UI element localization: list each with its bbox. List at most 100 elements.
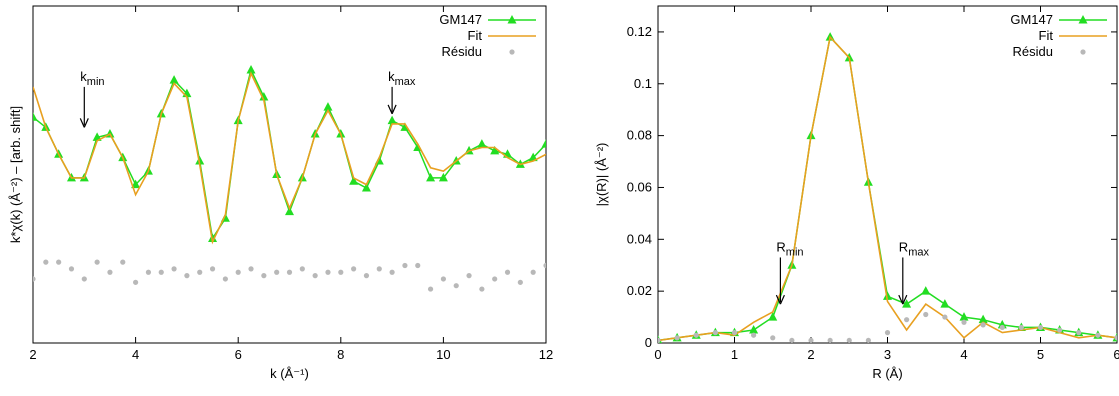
series-r-sidu-point — [82, 276, 87, 281]
series-r-sidu-point — [274, 270, 279, 275]
x-tick-label: 4 — [132, 347, 139, 362]
x-tick-label: 10 — [436, 347, 450, 362]
legend-label: GM147 — [1010, 12, 1053, 27]
series-gm147-point — [960, 312, 969, 321]
series-r-sidu-point — [248, 266, 253, 271]
series-r-sidu-point — [981, 322, 986, 327]
series-r-sidu-point — [56, 260, 61, 265]
y-tick-label: 0.02 — [627, 283, 652, 298]
series-r-sidu-point — [287, 270, 292, 275]
series-r-sidu-point — [770, 335, 775, 340]
series-r-sidu-point — [1000, 325, 1005, 330]
series-r-sidu-point — [223, 276, 228, 281]
series-r-sidu-point — [1038, 325, 1043, 330]
series-gm147-point — [388, 116, 397, 125]
series-r-sidu-point — [415, 263, 420, 268]
series-group — [654, 32, 1119, 344]
series-r-sidu-point — [518, 280, 523, 285]
series-r-sidu-point — [904, 317, 909, 322]
y-tick-label: 0 — [645, 335, 652, 350]
series-gm147-point — [477, 139, 486, 148]
legend-label: Résidu — [442, 44, 482, 59]
x-tick-label: 6 — [235, 347, 242, 362]
legend-r-sidu-swatch — [1080, 49, 1085, 54]
x-tick-label: 1 — [731, 347, 738, 362]
series-r-sidu-point — [847, 338, 852, 343]
annotation-sub: max — [908, 246, 929, 258]
series-gm147-point — [542, 139, 551, 148]
series-fit-line — [33, 73, 546, 242]
legend-label: Fit — [1039, 28, 1054, 43]
series-r-sidu-point — [377, 266, 382, 271]
series-r-sidu-point — [1019, 325, 1024, 330]
annotation-main: R — [899, 239, 908, 254]
series-r-sidu-point — [441, 276, 446, 281]
series-r-sidu-point — [351, 266, 356, 271]
series-r-sidu-point — [390, 270, 395, 275]
x-tick-label: 2 — [29, 347, 36, 362]
series-r-sidu-point — [133, 280, 138, 285]
series-r-sidu-point — [923, 312, 928, 317]
x-tick-label: 4 — [960, 347, 967, 362]
series-r-sidu-point — [1076, 330, 1081, 335]
y-tick-label: 0.04 — [627, 231, 652, 246]
series-r-sidu-point — [655, 338, 660, 343]
series-r-sidu-point — [961, 320, 966, 325]
series-r-sidu-point — [866, 338, 871, 343]
series-r-sidu-point — [1057, 327, 1062, 332]
x-tick-label: 5 — [1037, 347, 1044, 362]
series-r-sidu-point — [95, 260, 100, 265]
series-r-sidu-point — [751, 333, 756, 338]
series-r-sidu-point — [184, 273, 189, 278]
annotation-sub: max — [395, 76, 416, 88]
series-r-sidu-point — [43, 260, 48, 265]
series-r-sidu-point — [732, 330, 737, 335]
series-r-sidu-point — [313, 273, 318, 278]
series-r-sidu-point — [107, 270, 112, 275]
y-tick-label: 0.06 — [627, 179, 652, 194]
annotation-sub: min — [87, 76, 105, 88]
series-r-sidu-point — [885, 330, 890, 335]
series-r-sidu-point — [159, 270, 164, 275]
series-r-sidu-point — [675, 335, 680, 340]
series-r-sidu-point — [428, 286, 433, 291]
series-r-sidu-point — [146, 270, 151, 275]
series-r-sidu-point — [1095, 333, 1100, 338]
series-r-sidu-point — [197, 270, 202, 275]
annotation-label-rmax: Rmax — [899, 239, 930, 258]
series-r-sidu-point — [325, 270, 330, 275]
y-tick-label: 0.08 — [627, 128, 652, 143]
series-r-sidu-point — [30, 276, 35, 281]
series-r-sidu-point — [828, 338, 833, 343]
annotation-label-rmin: Rmin — [776, 239, 803, 258]
x-tick-label: 0 — [654, 347, 661, 362]
x-tick-label: 12 — [539, 347, 553, 362]
series-r-sidu-point — [531, 270, 536, 275]
x-axis-label: k (Å⁻¹) — [270, 366, 309, 381]
series-gm147-point — [940, 299, 949, 308]
annotation-label-kmax: kmax — [388, 69, 416, 88]
series-r-sidu-point — [789, 338, 794, 343]
series-r-sidu-point — [492, 276, 497, 281]
series-r-sidu-point — [236, 270, 241, 275]
series-r-sidu-point — [808, 338, 813, 343]
legend-label: GM147 — [439, 12, 482, 27]
legend-r-sidu-swatch — [509, 49, 514, 54]
series-r-sidu-point — [338, 270, 343, 275]
series-r-sidu-point — [300, 266, 305, 271]
series-r-sidu-point — [694, 333, 699, 338]
series-r-sidu-point — [261, 273, 266, 278]
series-r-sidu-point — [402, 263, 407, 268]
series-group — [29, 65, 551, 292]
x-tick-label: 8 — [337, 347, 344, 362]
series-gm147-point — [426, 173, 435, 182]
series-gm147-point — [749, 325, 758, 334]
x-tick-label: 2 — [807, 347, 814, 362]
legend-label: Résidu — [1013, 44, 1053, 59]
series-r-sidu-point — [466, 273, 471, 278]
series-r-sidu-point — [364, 273, 369, 278]
